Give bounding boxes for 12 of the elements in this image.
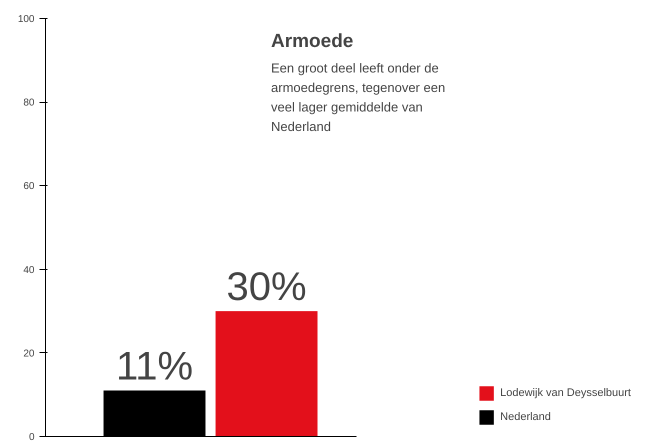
legend-label: Lodewijk van Deysselbuurt: [500, 387, 631, 399]
y-tick-label: 0: [28, 432, 35, 443]
y-tick-label: 20: [23, 348, 35, 360]
y-tick-label: 100: [18, 14, 35, 25]
data-label: 11%: [116, 344, 194, 389]
legend-label: Nederland: [500, 411, 551, 423]
text: Een groot deel leeft onder de armoedegrens, tegenover een veel lager gemiddelde van Nederland: [271, 60, 446, 134]
y-tick-label: 60: [23, 181, 35, 192]
data-label: 30%: [226, 265, 307, 310]
y-tick-label: 80: [23, 98, 35, 109]
text: Armoede: [271, 31, 354, 52]
y-tick-label: 40: [23, 264, 35, 276]
